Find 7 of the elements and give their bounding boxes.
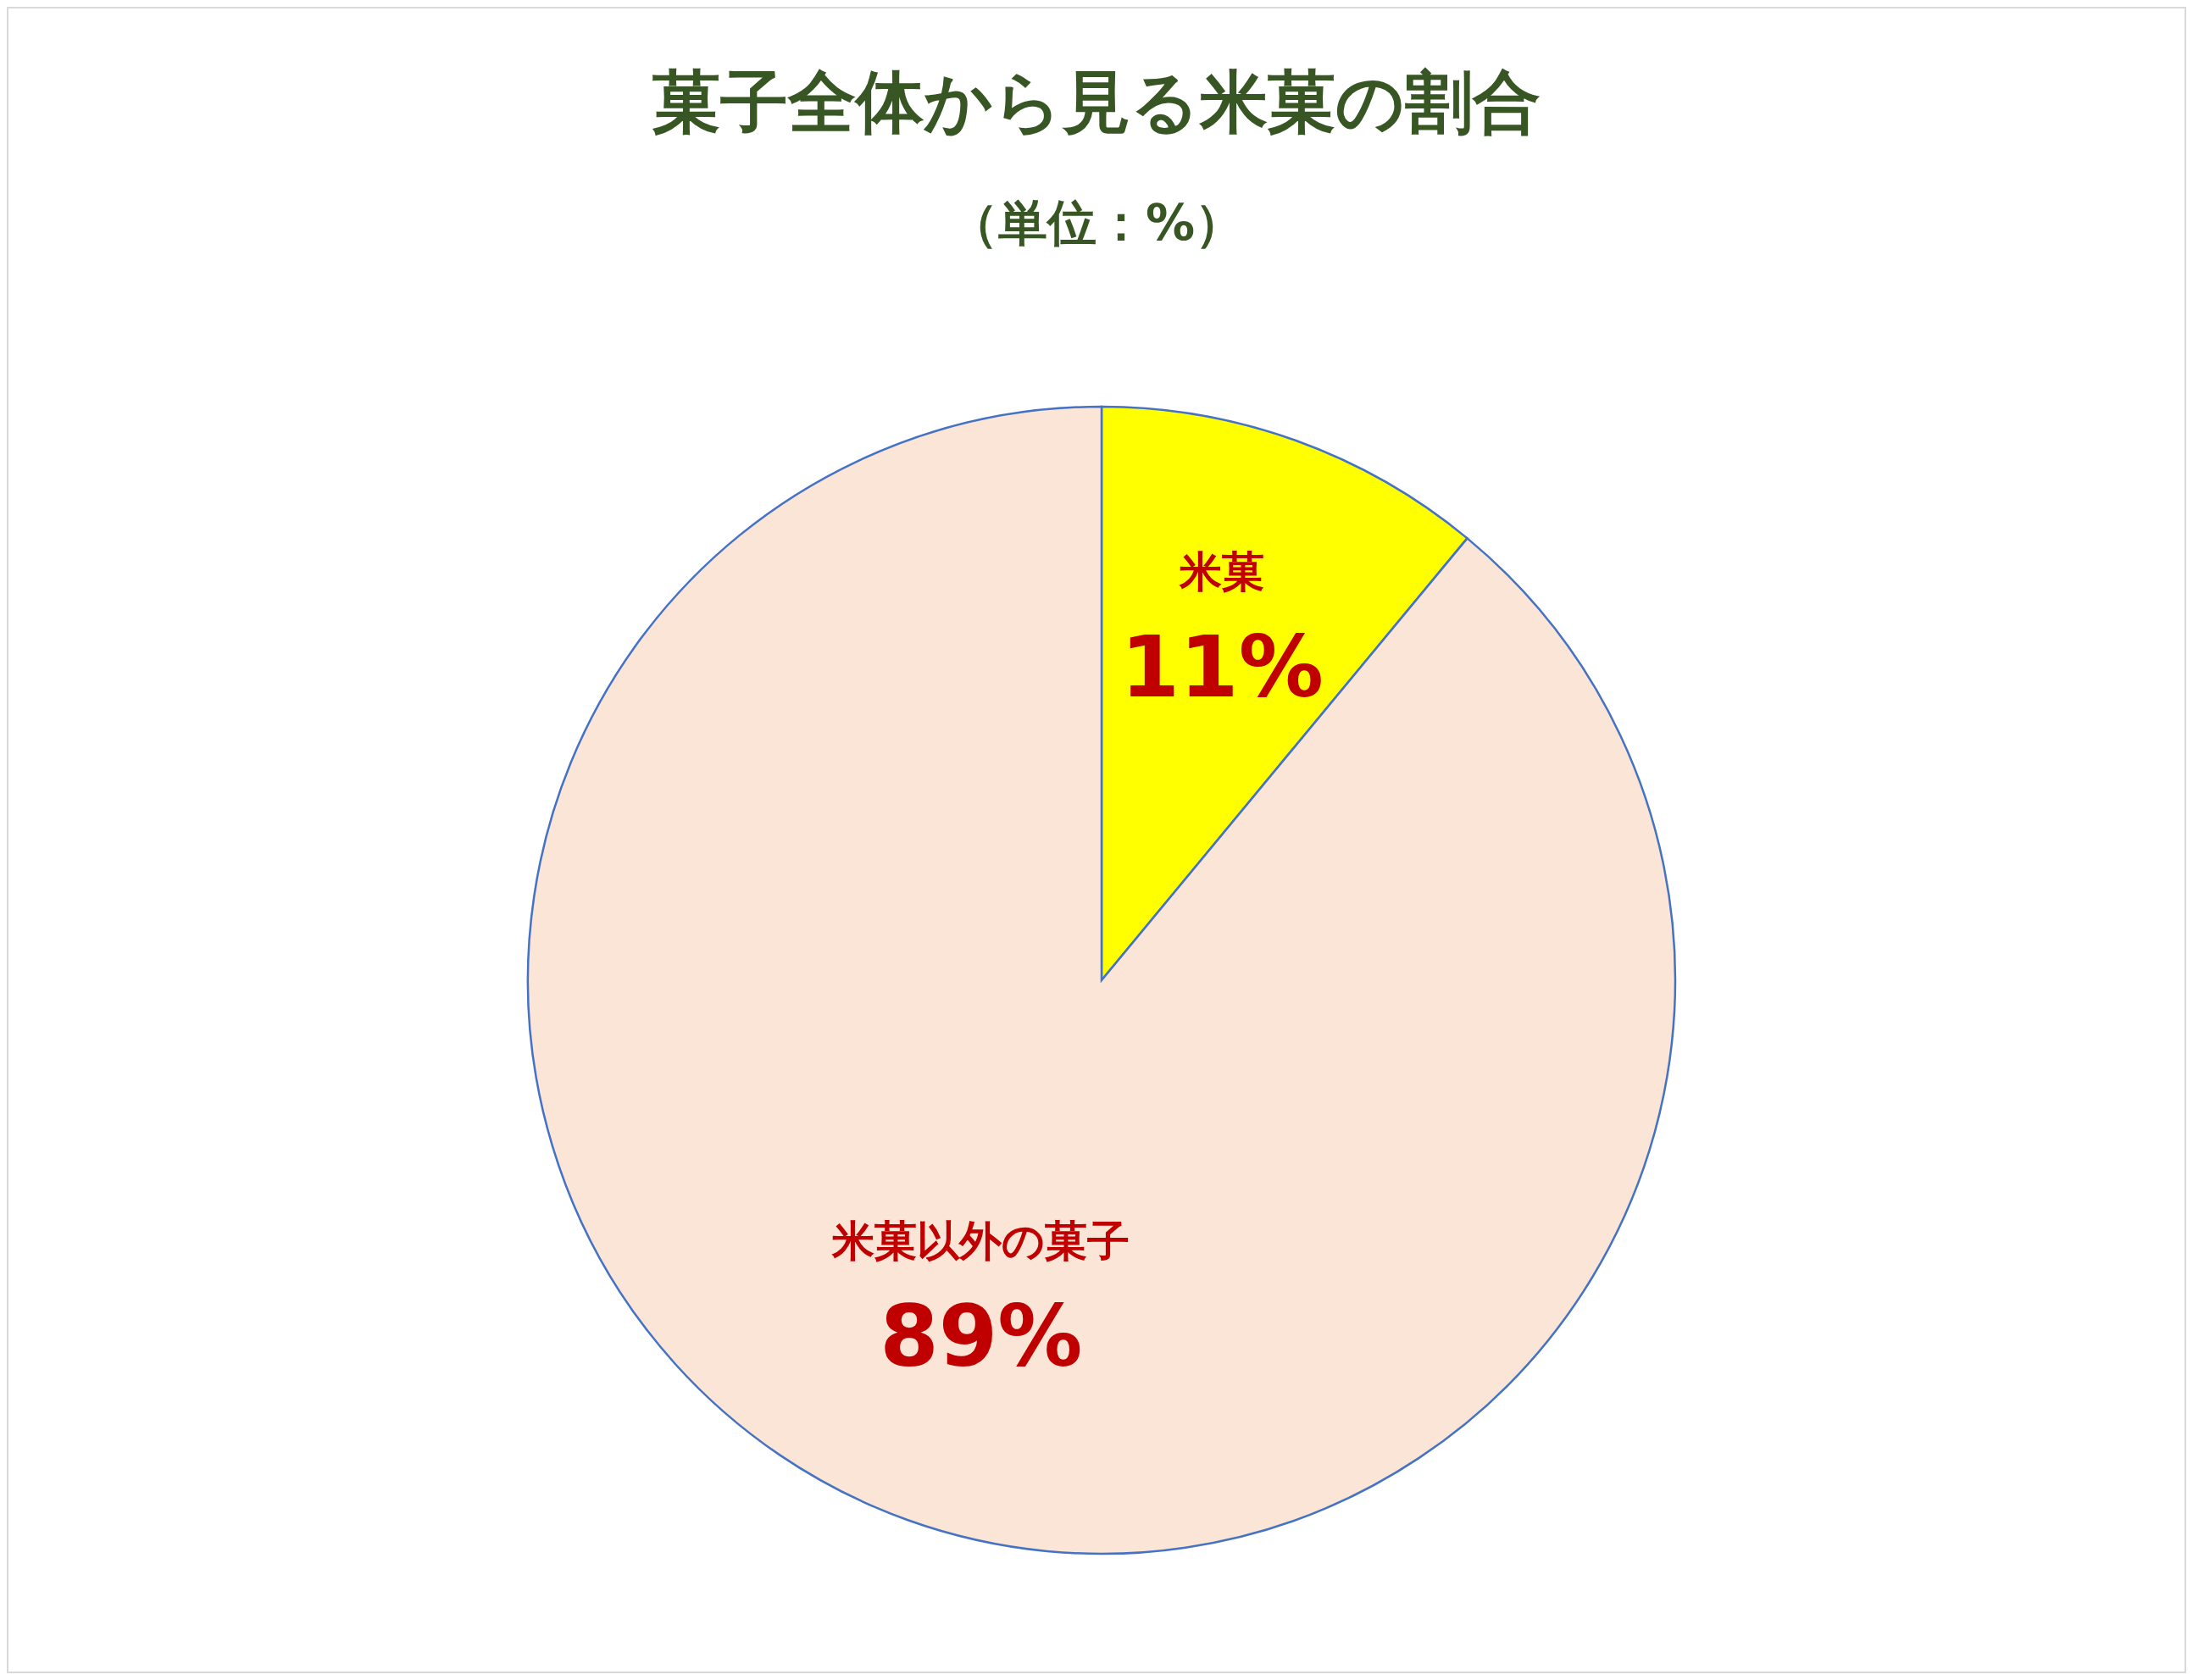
chart-subtitle: （単位：%） [948, 194, 1245, 252]
slice-label: 米菓 [1179, 547, 1265, 597]
chart-title: 菓子全体から見る米菓の割合 [652, 63, 1541, 141]
pie-slice [527, 405, 1677, 1555]
data-label: 11% [1120, 618, 1324, 718]
data-label: 89% [880, 1286, 1083, 1386]
slice-label: 米菓以外の菓子 [831, 1216, 1130, 1266]
